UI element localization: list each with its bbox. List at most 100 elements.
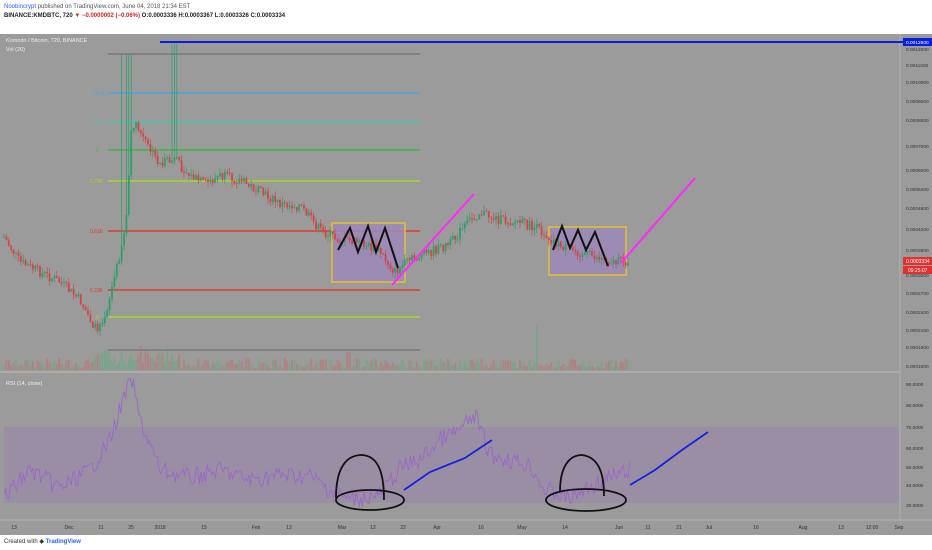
volume-bar: [75, 363, 77, 370]
volume-bar: [372, 358, 375, 370]
volume-bar: [509, 360, 512, 370]
volume-bar: [377, 364, 380, 370]
candle-body: [226, 171, 229, 173]
candle-body: [58, 278, 61, 283]
candle-body: [168, 157, 171, 163]
candle-body: [571, 247, 574, 251]
volume-bar: [555, 367, 557, 370]
volume-bar: [507, 360, 509, 370]
candle-body: [123, 232, 125, 246]
volume-bar: [108, 353, 111, 370]
candle-body: [67, 283, 70, 292]
candle-body: [454, 235, 457, 240]
volume-bar: [463, 361, 466, 370]
candle-body: [243, 178, 245, 182]
volume-bar: [19, 365, 22, 370]
candle-body: [125, 214, 128, 233]
low-value: L:0.0003326: [214, 13, 249, 19]
volume-bar: [171, 354, 173, 370]
pattern-box-1[interactable]: [331, 222, 406, 283]
volume-bar: [461, 365, 464, 370]
candle-body: [118, 260, 121, 264]
candle-body: [238, 178, 241, 184]
candle-body: [5, 236, 8, 241]
candle-body: [60, 282, 63, 284]
candle-body: [624, 262, 627, 266]
price-axis-label: 0.0011000: [906, 63, 929, 69]
volume-bar: [180, 367, 183, 370]
candle-body: [379, 248, 382, 254]
candle-body: [34, 265, 37, 270]
volume-bar: [624, 358, 627, 370]
fib-retracement: 1.618 1.272 1 0.786 0.618 0.236 0: [90, 53, 420, 351]
candle-body: [322, 227, 325, 231]
change-text: ▼ −0.0000002 (−0.06%): [74, 13, 140, 19]
candle-body: [430, 250, 433, 256]
volume-bar: [29, 365, 32, 370]
candle-body: [324, 230, 327, 237]
candle-body: [579, 255, 581, 257]
volume-bar: [396, 365, 399, 370]
volume-bar: [46, 358, 49, 370]
breakout-line-2[interactable]: [620, 177, 696, 264]
candle-body: [473, 219, 476, 220]
volume-bar: [317, 361, 320, 370]
volume-bar: [27, 358, 29, 370]
candle-body: [204, 179, 207, 181]
last-price-badge: [903, 257, 932, 265]
chart-area[interactable]: 1.618 1.272 1 0.786 0.618 0.236 0 Komodo…: [0, 34, 932, 535]
time-axis[interactable]: 13 Dec 11 25 2018 15 Feb 12 Mar 12 22 Apr 16 May 14 Jun…: [11, 525, 903, 531]
candle-body: [411, 255, 413, 261]
volume-bar: [149, 357, 152, 370]
candle-body: [264, 191, 267, 196]
volume-bar: [99, 354, 101, 370]
volume-bar: [197, 358, 200, 370]
volume-bar: [353, 365, 356, 370]
volume-bar: [130, 355, 133, 370]
candle-body: [94, 323, 97, 328]
volume-bar: [310, 358, 313, 370]
candle-body: [166, 157, 169, 159]
candle-body: [319, 223, 322, 228]
candle-body: [408, 258, 411, 261]
footer: Created with ◆ TradingView: [0, 535, 932, 550]
candle-body: [317, 223, 320, 230]
volume-bar: [161, 353, 164, 370]
volume-bar: [514, 363, 517, 370]
volume-bar: [351, 366, 353, 370]
volume-bar: [483, 365, 485, 370]
candle-body: [600, 258, 603, 260]
volume-bar: [327, 367, 329, 370]
candle-body: [183, 171, 185, 174]
volume-bar: [598, 366, 601, 370]
volume-bar: [322, 360, 325, 370]
volume-bar: [564, 365, 567, 370]
breakout-line-1[interactable]: [391, 193, 475, 286]
author-link[interactable]: Noobincrypt: [4, 4, 37, 10]
candle-body: [39, 266, 41, 277]
rsi-arc-2: [559, 454, 605, 497]
candle-body: [197, 175, 200, 181]
close-value: C:0.0003334: [250, 13, 286, 19]
volume-bar: [214, 363, 217, 370]
volume-bar: [437, 364, 440, 370]
tradingview-brand[interactable]: TradingView: [45, 539, 81, 545]
candle-body: [99, 324, 101, 332]
time-axis-label: 11: [98, 525, 103, 531]
volume-bar: [411, 361, 413, 370]
volume-bar: [127, 358, 130, 370]
candle-body: [391, 268, 394, 273]
price-axis-label: 0.0012500: [906, 40, 929, 46]
time-axis-label: Dec: [65, 525, 74, 531]
candle-body: [377, 248, 380, 252]
time-axis-label: Jun: [615, 525, 623, 531]
volume-bar: [387, 362, 389, 370]
volume-bar: [502, 360, 505, 370]
volume-bar: [111, 362, 113, 370]
candle-body: [10, 245, 13, 250]
candle-body: [223, 171, 226, 180]
price-axis-label: 0.0002700: [906, 291, 929, 297]
volume-bar: [245, 358, 248, 370]
rsi-axis[interactable]: 90.0000 80.0000 70.0000 60.0000 50.0000 40.00…: [906, 382, 924, 509]
